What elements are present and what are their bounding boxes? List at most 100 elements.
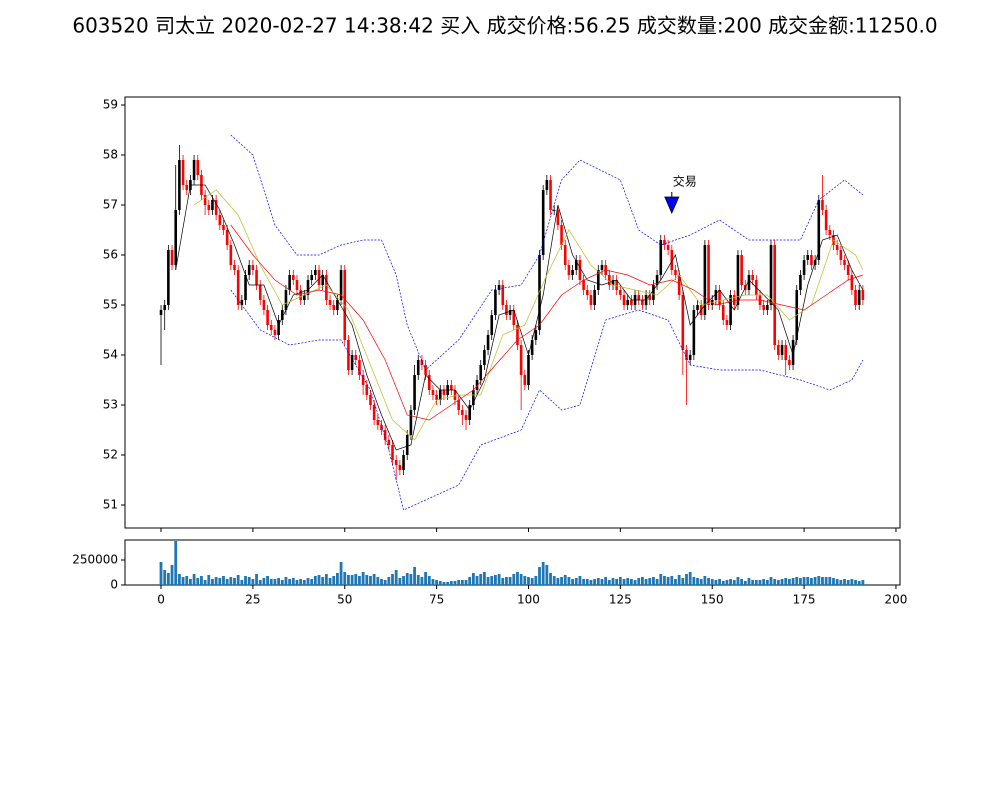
- candle-body: [655, 275, 659, 285]
- volume-bar: [652, 577, 655, 585]
- volume-bar: [696, 578, 699, 585]
- candle-body: [185, 185, 189, 190]
- y-tick-label: 53: [103, 398, 118, 412]
- y-tick-label: 52: [103, 448, 118, 462]
- volume-bar: [501, 578, 505, 585]
- volume-bar: [556, 578, 560, 585]
- candle-body: [563, 245, 567, 265]
- candle-body: [615, 280, 618, 290]
- volume-bar: [839, 580, 843, 585]
- candle-body: [354, 355, 358, 360]
- volume-bar: [310, 579, 314, 585]
- candle-body: [670, 250, 674, 270]
- candle-body: [229, 245, 233, 265]
- y-tick-label: 57: [103, 198, 118, 212]
- volume-bar: [174, 541, 178, 585]
- volume-bar: [288, 579, 292, 585]
- volume-bar: [685, 574, 688, 585]
- candle-body: [534, 330, 538, 340]
- volume-bar: [545, 565, 549, 585]
- candle-body: [674, 270, 677, 275]
- candle-body: [828, 230, 832, 235]
- volume-bar: [398, 578, 402, 585]
- candle-body: [663, 240, 666, 245]
- chart-title: 603520 司太立 2020-02-27 14:38:42 买入 成交价格:5…: [72, 14, 937, 38]
- candle-body: [472, 390, 475, 405]
- candle-body: [427, 375, 431, 390]
- annotation-label: 交易: [673, 174, 697, 189]
- volume-bar: [218, 578, 222, 585]
- volume-bar: [177, 574, 181, 585]
- volume-bar: [743, 581, 747, 585]
- candle-body: [681, 295, 685, 350]
- candle-body: [369, 395, 372, 405]
- volume-bar: [611, 578, 615, 585]
- volume-bar: [269, 579, 273, 585]
- candle-body: [174, 210, 178, 265]
- volume-bar: [262, 578, 266, 585]
- indicator-line: [230, 224, 864, 421]
- candle-body: [619, 290, 622, 295]
- candle-body: [391, 445, 394, 460]
- candle-body: [361, 375, 365, 385]
- volume-bar: [784, 578, 788, 585]
- candle-body: [486, 335, 490, 350]
- candle-body: [251, 265, 255, 270]
- volume-bar: [505, 577, 508, 585]
- price-frame: [124, 96, 901, 529]
- x-tick-label: 150: [701, 593, 724, 607]
- candle-body: [582, 280, 585, 290]
- volume-bar: [758, 580, 762, 585]
- volume-bar: [181, 577, 185, 585]
- candle-body: [707, 245, 710, 305]
- candle-body: [824, 210, 828, 230]
- candle-body: [512, 310, 516, 325]
- candle-body: [387, 440, 391, 445]
- candle-body: [398, 465, 402, 470]
- candle-body: [589, 295, 593, 305]
- candle-body: [325, 275, 328, 300]
- x-tick-label: 100: [517, 593, 540, 607]
- candle-body: [846, 265, 850, 275]
- volume-bar: [659, 574, 663, 585]
- candle-body: [490, 315, 494, 335]
- candle-body: [328, 300, 332, 305]
- volume-bar: [299, 579, 303, 585]
- volume-bar: [214, 577, 218, 585]
- volume-bar: [810, 578, 813, 585]
- y-tick-label: 59: [103, 98, 118, 112]
- candle-body: [718, 290, 721, 305]
- candle-body: [218, 215, 222, 225]
- candle-body: [170, 250, 174, 265]
- volume-bar: [799, 578, 802, 585]
- candle-body: [641, 300, 644, 305]
- candle-body: [383, 430, 387, 440]
- volume-bar: [527, 577, 530, 585]
- volume-bar: [302, 580, 306, 585]
- x-tick-label: 75: [429, 593, 444, 607]
- candle-body: [435, 395, 438, 400]
- x-tick-label: 125: [609, 593, 632, 607]
- candle-body: [314, 270, 317, 275]
- volume-bar: [490, 576, 494, 585]
- candle-body: [420, 360, 424, 365]
- volume-bar: [339, 562, 343, 585]
- volume-bar: [277, 578, 281, 585]
- candle-body: [192, 160, 196, 180]
- volume-bar: [166, 573, 170, 585]
- candle-body: [273, 330, 277, 335]
- volume-bar: [718, 579, 721, 585]
- candle-body: [497, 285, 501, 290]
- x-tick-label: 50: [337, 593, 352, 607]
- candle-body: [784, 345, 788, 360]
- candle-body: [222, 225, 225, 230]
- volume-bar: [189, 579, 192, 585]
- candle-body: [207, 205, 211, 210]
- volume-bar: [170, 565, 174, 585]
- volume-bar: [666, 577, 670, 585]
- candle-body: [310, 275, 313, 280]
- volume-bar: [604, 577, 608, 585]
- candle-body: [597, 270, 600, 290]
- volume-bar: [347, 575, 350, 585]
